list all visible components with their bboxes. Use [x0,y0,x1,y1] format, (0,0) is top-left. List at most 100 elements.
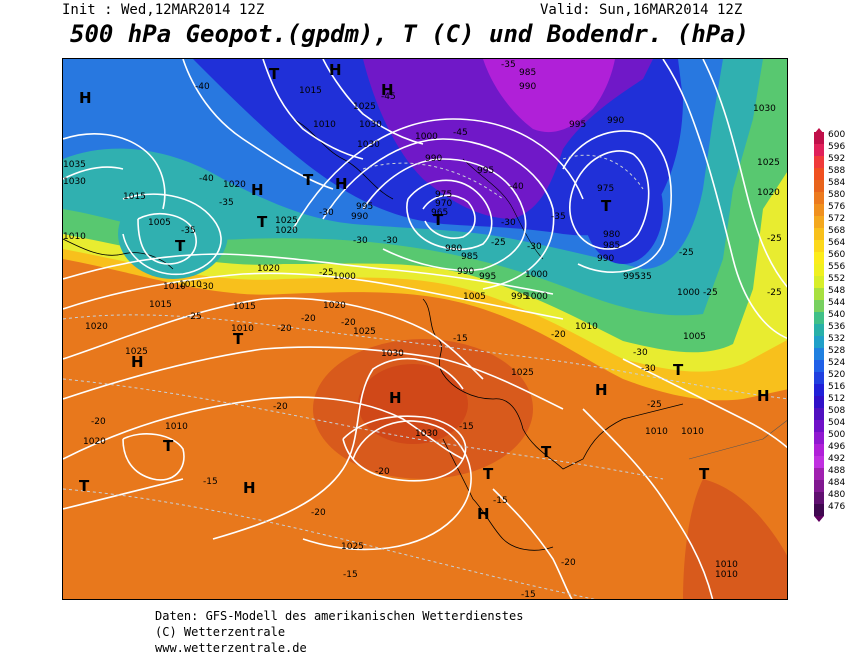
isobar-label: 1020 [275,226,298,236]
legend-swatch [814,492,824,504]
temperature-label: -20 [551,330,566,340]
legend-label: 524 [828,358,846,368]
legend-label: 580 [828,190,846,200]
temperature-label: -25 [767,288,782,298]
isobar-label: 1030 [753,104,776,114]
temperature-label: -45 [453,128,468,138]
temperature-label: -35 [551,212,566,222]
legend-swatch [814,444,824,456]
isobar-label: 990 [597,254,614,264]
legend-swatch [814,420,824,432]
isobar-label: 1030 [415,429,438,439]
legend-row: 564 [810,238,850,252]
map-title: 500 hPa Geopot.(gpdm), T (C) und Bodendr… [70,20,750,48]
coastline-scand [462,158,544,260]
isobar-label: 1020 [757,188,780,198]
legend-row: 532 [810,334,850,348]
isobar-label: 1015 [233,302,256,312]
isobar-label: 1025 [353,327,376,337]
temperature-label: -25 [491,238,506,248]
isobar-label: 1010 [165,422,188,432]
pressure-center-high: H [131,353,144,371]
temperature-label: -30 [501,218,516,228]
legend-swatch [814,456,824,468]
legend-swatch [814,288,824,300]
isobar-label: 975 [435,190,452,200]
isobar-label: 990 [607,116,624,126]
temperature-label: -15 [203,477,218,487]
legend-label: 596 [828,142,846,152]
map-canvas: 1030 1020 1010 1020 1025 1015 1015 1010 … [63,59,787,599]
pressure-center-group: H T H H T T H T T H T T H T T H H T T H … [79,61,770,523]
legend-label: 492 [828,454,846,464]
legend-label: 572 [828,214,846,224]
isobar-label: 1030 [359,120,382,130]
coastline-na [63,238,174,270]
isobar-label: 970 [435,199,452,209]
temperature-label: -20 [277,324,292,334]
legend-swatch [814,228,824,240]
temperature-label: -15 [493,496,508,506]
isobar-label: 1030 [63,177,86,187]
legend-row: 576 [810,202,850,216]
isobar-label: 990 [351,212,368,222]
pressure-center-low: T [257,213,268,231]
pressure-center-high: H [335,175,348,193]
legend-row: 600 [810,130,850,144]
temperature-label: -20 [561,558,576,568]
legend-label: 484 [828,478,846,488]
isobar-label: 990 [457,267,474,277]
legend-swatch [814,360,824,372]
isobar-label: 1010 [715,570,738,580]
legend-label: 576 [828,202,846,212]
temperature-label: -35 [181,226,196,236]
legend-row: 544 [810,298,850,312]
legend-row: 588 [810,166,850,180]
isobar-label: 1020 [323,301,346,311]
temperature-label: -25 [679,248,694,258]
legend-row: 584 [810,178,850,192]
low-blob-west [118,189,228,279]
legend-label: 548 [828,286,846,296]
low-blob-east [583,154,663,264]
temperature-label: -15 [459,422,474,432]
temperature-label: -30 [383,236,398,246]
isobar-label: 1025 [757,158,780,168]
legend-label: 508 [828,406,846,416]
isobar-label: 995 [356,202,373,212]
temperature-label: -35 [637,272,652,282]
isobar-label: 995 [477,166,494,176]
legend-row: 548 [810,286,850,300]
isobar-label: 990 [425,154,442,164]
legend-label: 564 [828,238,846,248]
isobar-label: 1000 [677,288,700,298]
isotherms [63,154,787,599]
legend-label: 496 [828,442,846,452]
temperature-label: -30 [319,208,334,218]
legend-label: 480 [828,490,846,500]
temperature-label: -20 [273,402,288,412]
isobar-label: 1000 [333,272,356,282]
legend-row: 556 [810,262,850,276]
legend-swatch [814,156,824,168]
legend-swatch [814,372,824,384]
isobar-label: 980 [445,244,462,254]
legend-swatch [814,276,824,288]
isobar-label: 995 [623,272,640,282]
pressure-center-low: T [699,465,710,483]
legend-row: 476 [810,502,850,516]
legend-label: 476 [828,502,846,512]
legend-swatch [814,180,824,192]
temperature-label: -25 [767,234,782,244]
isobar-label: 1005 [463,292,486,302]
temperature-label: -30 [353,236,368,246]
pressure-center-low: T [79,477,90,495]
legend-label: 516 [828,382,846,392]
temperature-label: -15 [343,570,358,580]
coastline-europe [422,298,684,470]
weather-map: 1030 1020 1010 1020 1025 1015 1015 1010 … [62,58,788,600]
isobar-label-group: 1030 1020 1010 1020 1025 1015 1015 1010 … [63,68,780,580]
legend-row: 480 [810,490,850,504]
isobar-label: 1020 [257,264,280,274]
temperature-label: -40 [195,82,210,92]
